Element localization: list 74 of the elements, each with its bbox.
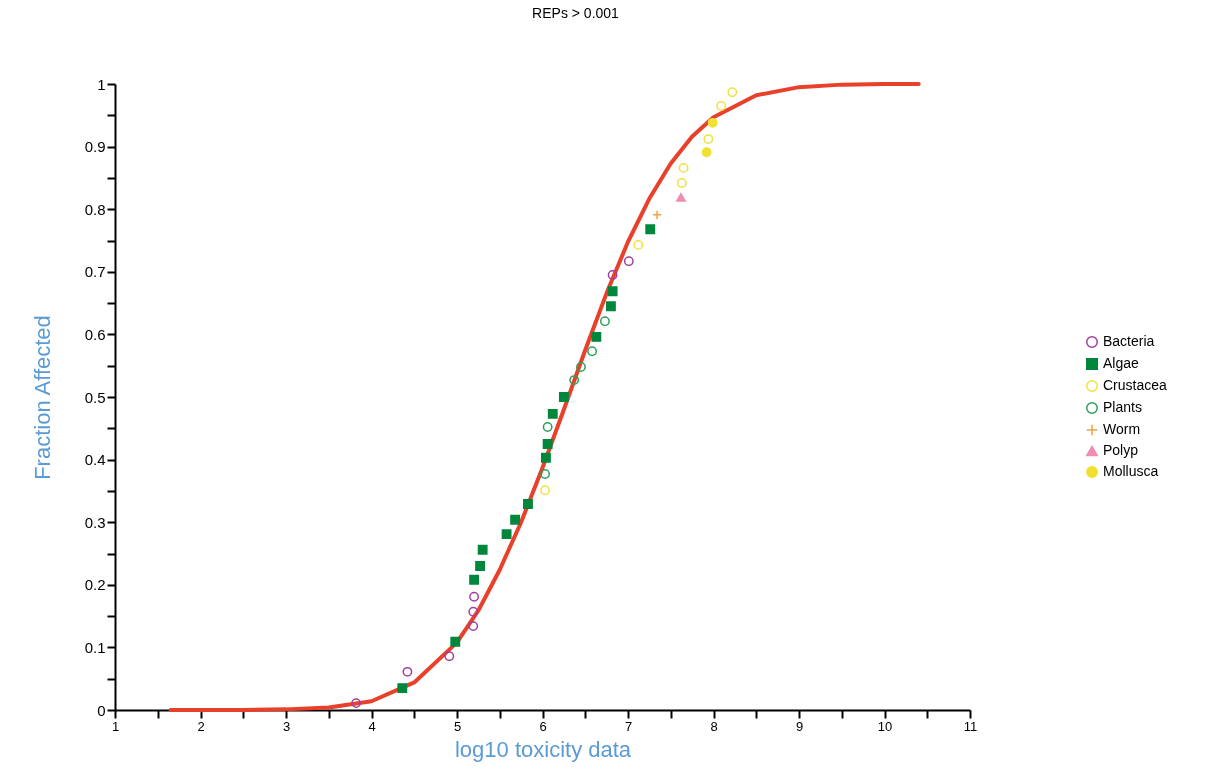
- point: [676, 177, 687, 188]
- point: [523, 499, 533, 509]
- legend-label: Bacteria: [1103, 333, 1155, 349]
- x-tick-label: 6: [539, 718, 547, 734]
- point: [576, 362, 586, 372]
- x-tick-label: 10: [877, 718, 893, 734]
- point: [351, 698, 362, 709]
- legend-label: Mollusca: [1103, 463, 1159, 479]
- point: [540, 485, 550, 496]
- y-tick-label: 0: [97, 701, 106, 719]
- y-tick-label: 0.7: [84, 263, 106, 281]
- point: [701, 147, 712, 158]
- x-axis-title: log10 toxicity data: [454, 736, 632, 762]
- point: [397, 683, 408, 694]
- point: [477, 544, 488, 555]
- y-tick-label: 0.9: [84, 138, 106, 156]
- y-tick-label: 0.6: [84, 325, 106, 343]
- y-axis-title: Fraction Affected: [29, 315, 55, 480]
- point: [623, 256, 634, 267]
- point: [542, 439, 553, 449]
- point: [676, 192, 686, 202]
- legend-label: Plants: [1103, 399, 1142, 415]
- y-tick-label: 0.1: [84, 638, 106, 656]
- point: [450, 636, 461, 647]
- point: [716, 100, 727, 111]
- point: [645, 224, 656, 235]
- point: [633, 239, 644, 250]
- point: [558, 392, 569, 402]
- point: [469, 574, 480, 585]
- legend-label: Polyp: [1103, 442, 1139, 458]
- y-tick-label: 0.3: [84, 513, 106, 531]
- x-tick-label: 11: [963, 718, 978, 734]
- point: [540, 452, 551, 463]
- line-series: [168, 82, 921, 712]
- chart-title: REPs > 0.001: [532, 5, 620, 21]
- point: [652, 209, 662, 220]
- x-tick-label: 8: [710, 718, 718, 734]
- point: [542, 422, 553, 432]
- x-tick-label: 9: [795, 718, 804, 734]
- point: [540, 469, 550, 479]
- point: [605, 301, 616, 312]
- point: [587, 346, 598, 357]
- point: [591, 331, 602, 342]
- x-tick-label: 1: [111, 718, 120, 734]
- point: [469, 591, 480, 602]
- legend-label: Crustacea: [1103, 377, 1168, 393]
- y-tick-label: 1: [97, 75, 106, 93]
- point: [569, 375, 580, 386]
- point: [402, 666, 413, 677]
- point: [468, 606, 479, 617]
- point: [599, 316, 610, 327]
- point: [707, 117, 718, 128]
- legend-label: Worm: [1103, 421, 1141, 437]
- point: [547, 408, 558, 419]
- x-tick-label: 7: [624, 718, 633, 734]
- x-tick-label: 5: [453, 718, 462, 734]
- point: [468, 621, 479, 632]
- point: [607, 270, 618, 280]
- point: [475, 561, 486, 571]
- point: [501, 529, 512, 540]
- x-tick-label: 3: [282, 718, 291, 734]
- y-tick-label: 0.8: [84, 200, 106, 218]
- point: [703, 134, 714, 145]
- point: [444, 651, 455, 662]
- x-tick-label: 2: [197, 718, 205, 734]
- point: [678, 162, 689, 173]
- point: [510, 514, 521, 525]
- point: [727, 87, 738, 98]
- point: [607, 286, 618, 297]
- legend-label: Algae: [1103, 355, 1140, 371]
- y-tick-label: 0.5: [84, 388, 106, 406]
- x-tick-label: 4: [368, 718, 376, 734]
- y-tick-label: 0.2: [84, 576, 106, 594]
- y-tick-label: 0.4: [84, 451, 106, 469]
